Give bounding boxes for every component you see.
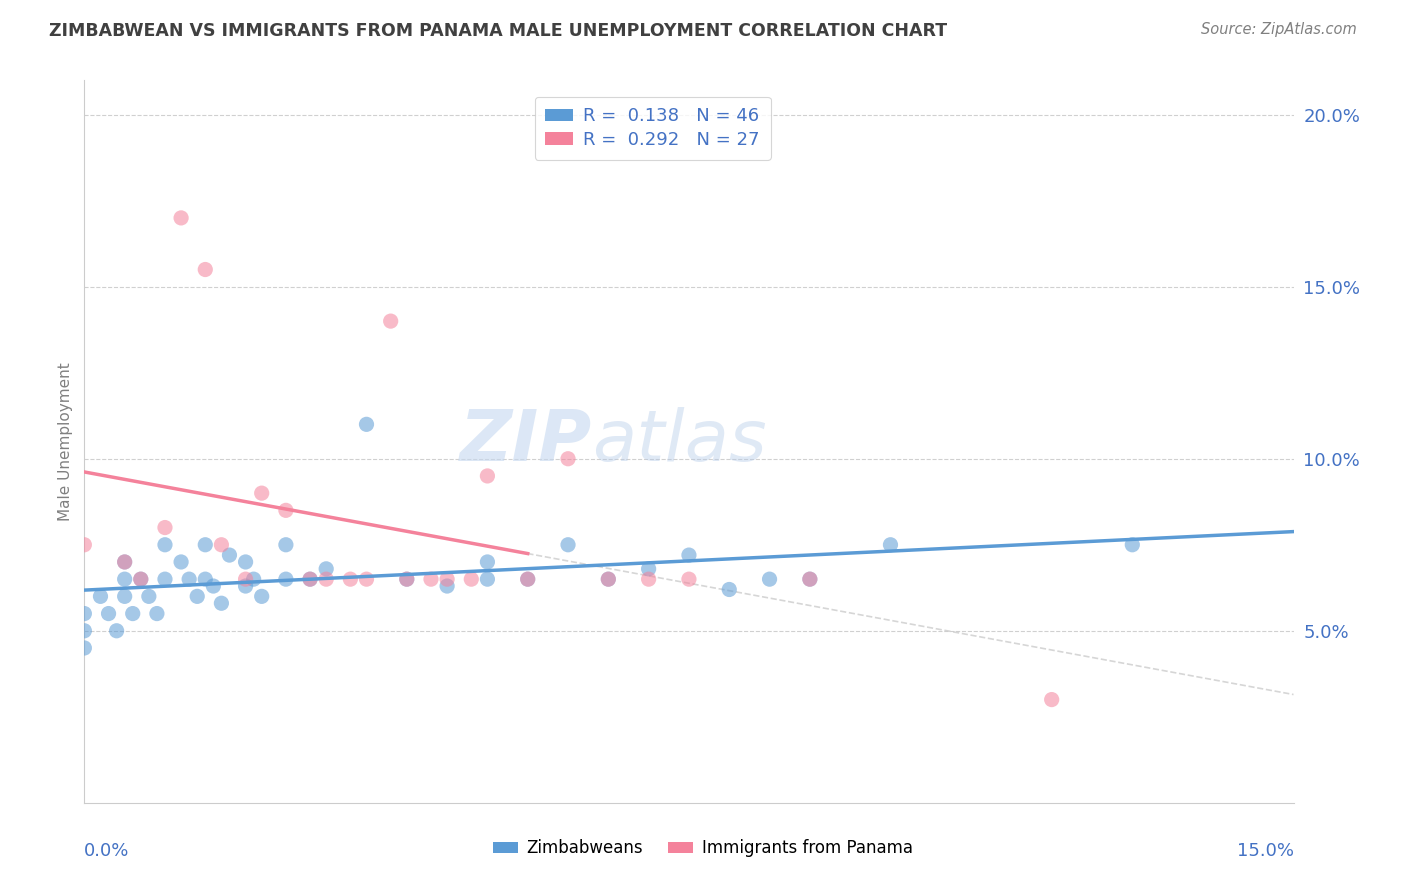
Point [380, 314, 402, 328]
Point [73, 538, 96, 552]
Point [477, 469, 499, 483]
Point [202, 579, 225, 593]
Y-axis label: Male Unemployment: Male Unemployment [58, 362, 73, 521]
Point [235, 579, 257, 593]
Point [73, 640, 96, 655]
Point [557, 538, 579, 552]
Point [637, 572, 659, 586]
Point [153, 520, 176, 534]
Point [598, 572, 620, 586]
Point [477, 572, 499, 586]
Point [186, 590, 208, 604]
Point [678, 572, 700, 586]
Point [153, 538, 176, 552]
Point [146, 607, 169, 621]
Point [395, 572, 418, 586]
Legend: Zimbabweans, Immigrants from Panama: Zimbabweans, Immigrants from Panama [485, 831, 921, 866]
Point [242, 572, 264, 586]
Point [678, 548, 700, 562]
Point [436, 572, 458, 586]
Point [420, 572, 443, 586]
Point [114, 555, 136, 569]
Point [218, 548, 240, 562]
Point [170, 211, 193, 225]
Point [194, 262, 217, 277]
Point [97, 607, 120, 621]
Point [138, 590, 160, 604]
Point [235, 555, 257, 569]
Point [299, 572, 322, 586]
Point [718, 582, 741, 597]
Point [250, 590, 273, 604]
Point [436, 579, 458, 593]
Point [758, 572, 780, 586]
Text: ZIP: ZIP [460, 407, 592, 476]
Point [1121, 538, 1143, 552]
Point [299, 572, 322, 586]
Point [274, 503, 297, 517]
Point [114, 590, 136, 604]
Point [477, 555, 499, 569]
Point [799, 572, 821, 586]
Point [516, 572, 538, 586]
Point [89, 590, 111, 604]
Point [315, 562, 337, 576]
Point [129, 572, 152, 586]
Point [73, 624, 96, 638]
Point [129, 572, 152, 586]
Point [194, 572, 217, 586]
Point [235, 572, 257, 586]
Point [516, 572, 538, 586]
Point [274, 572, 297, 586]
Point [73, 607, 96, 621]
Point [356, 572, 378, 586]
Point [250, 486, 273, 500]
Text: 15.0%: 15.0% [1236, 842, 1294, 860]
Point [274, 538, 297, 552]
Point [209, 538, 232, 552]
Point [179, 572, 201, 586]
Point [395, 572, 418, 586]
Point [209, 596, 232, 610]
Point [356, 417, 378, 432]
Point [153, 572, 176, 586]
Point [315, 572, 337, 586]
Point [598, 572, 620, 586]
Text: 0.0%: 0.0% [84, 842, 129, 860]
Text: atlas: atlas [592, 407, 766, 476]
Point [799, 572, 821, 586]
Point [879, 538, 901, 552]
Point [460, 572, 482, 586]
Point [637, 562, 659, 576]
Legend: R =  0.138   N = 46, R =  0.292   N = 27: R = 0.138 N = 46, R = 0.292 N = 27 [534, 96, 770, 160]
Point [170, 555, 193, 569]
Point [114, 572, 136, 586]
Point [339, 572, 361, 586]
Point [557, 451, 579, 466]
Point [194, 538, 217, 552]
Point [105, 624, 128, 638]
Point [121, 607, 143, 621]
Text: ZIMBABWEAN VS IMMIGRANTS FROM PANAMA MALE UNEMPLOYMENT CORRELATION CHART: ZIMBABWEAN VS IMMIGRANTS FROM PANAMA MAL… [49, 22, 948, 40]
Text: Source: ZipAtlas.com: Source: ZipAtlas.com [1201, 22, 1357, 37]
Point [1040, 692, 1063, 706]
Point [114, 555, 136, 569]
